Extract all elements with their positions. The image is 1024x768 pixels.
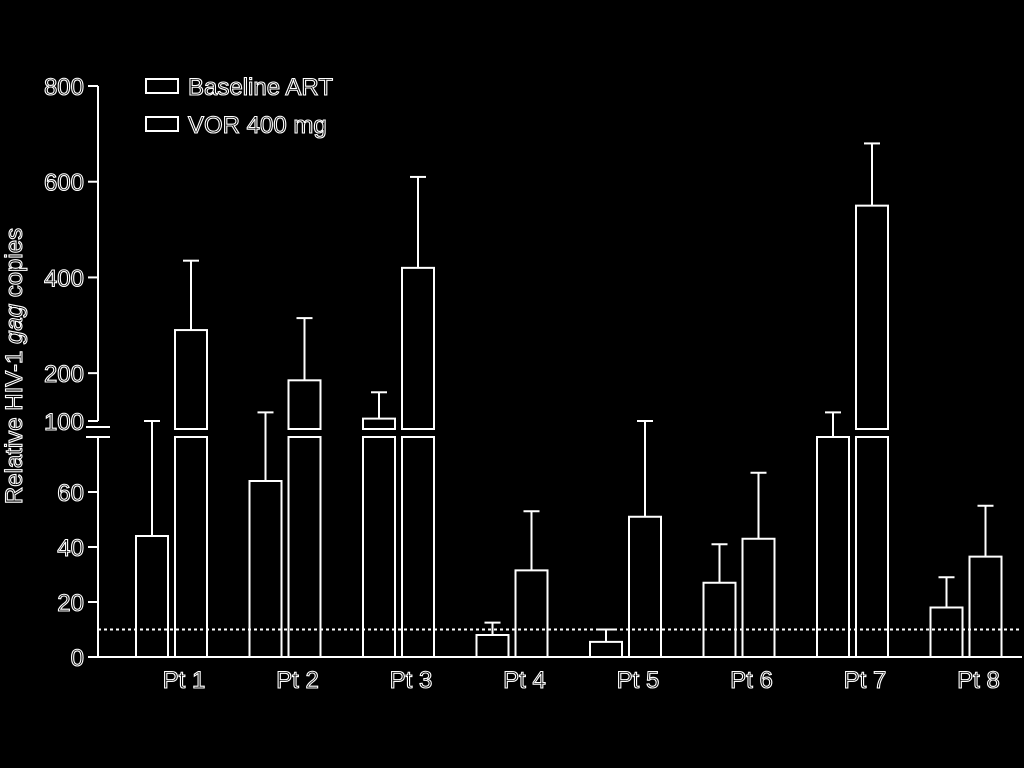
vor-bar	[628, 420, 662, 658]
bar-rect	[514, 569, 549, 658]
bars	[135, 142, 1003, 658]
x-tick-labels: Pt 1 Pt 2 Pt 3 Pt 4 Pt 5 Pt 6 Pt 7 Pt 8	[162, 666, 1000, 694]
x-tick-label: Pt 8	[957, 667, 1000, 694]
y-axis-label-italic: gag	[1, 303, 28, 344]
vor-bar	[968, 504, 1003, 658]
bar-group-pt-1	[135, 259, 208, 658]
x-tick-label: Pt 3	[390, 667, 433, 694]
bar-upper-segment	[287, 379, 322, 431]
bar-lower-segment	[287, 436, 322, 658]
baseline-bar	[362, 391, 396, 658]
y-tick-label: 800	[44, 74, 84, 101]
y-tick-label: 600	[44, 170, 84, 197]
legend: Baseline ART VOR 400 mg	[145, 73, 334, 140]
vor-bar	[855, 142, 889, 658]
baseline-bar	[135, 420, 169, 658]
legend-label: Baseline ART	[188, 74, 333, 101]
vor-bar	[174, 259, 208, 658]
bar-group-pt-7	[816, 142, 889, 658]
bar-upper-segment	[362, 417, 396, 431]
bar-rect	[741, 537, 776, 658]
bar-rect	[968, 555, 1003, 658]
x-tick-label: Pt 5	[617, 667, 660, 694]
x-tick-label: Pt 2	[276, 667, 319, 694]
x-tick-label: Pt 4	[503, 667, 546, 694]
bar-rect	[589, 640, 623, 658]
x-tick-label: Pt 1	[163, 667, 206, 694]
bar-rect	[135, 535, 169, 658]
vor-bar	[401, 175, 435, 658]
x-tick-label: Pt 6	[730, 667, 773, 694]
bar-lower-segment	[401, 436, 435, 658]
legend-label: VOR 400 mg	[188, 112, 327, 139]
bar-rect	[702, 581, 737, 658]
bar-group-pt-3	[362, 175, 435, 658]
y-axis-label: Relative HIV-1 gag copies	[1, 228, 28, 504]
legend-swatch	[145, 116, 179, 132]
baseline-bar	[929, 576, 964, 658]
y-tick-label: 200	[44, 361, 84, 388]
bar-lower-segment	[174, 436, 208, 658]
baseline-bar	[475, 621, 510, 658]
bar-rect	[628, 515, 662, 658]
y-tick-label: 40	[57, 535, 84, 562]
baseline-bar	[816, 411, 850, 658]
bar-rect	[475, 634, 510, 658]
baseline-bar	[248, 411, 283, 658]
y-tick-label: 100	[44, 409, 84, 436]
y-tick-label: 60	[57, 480, 84, 507]
vor-bar	[514, 510, 549, 658]
bar-rect	[816, 436, 850, 658]
bar-rect	[248, 480, 283, 658]
x-tick-label: Pt 7	[844, 667, 887, 694]
bar-rect	[929, 606, 964, 658]
bar-upper-segment	[174, 329, 208, 431]
y-tick-label: 0	[71, 645, 84, 672]
y-axis-label-suffix: copies	[1, 228, 28, 304]
y-axis-label-prefix: Relative HIV-1	[1, 344, 28, 504]
y-tick-label: 400	[44, 265, 84, 292]
bar-group-pt-6	[702, 471, 776, 658]
y-axis: 0 20 40 60 100 200 400 600 800	[43, 73, 1022, 673]
bar-lower-segment	[362, 436, 396, 658]
baseline-bar	[702, 543, 737, 658]
bar-upper-segment	[855, 204, 889, 430]
y-tick-label: 20	[57, 590, 84, 617]
legend-swatch	[145, 78, 179, 94]
bar-lower-segment	[855, 436, 889, 658]
bar-group-pt-5	[589, 420, 662, 658]
bar-upper-segment	[401, 266, 435, 430]
bar-group-pt-4	[475, 510, 549, 658]
baseline-bar	[589, 628, 623, 658]
bar-group-pt-2	[248, 317, 322, 658]
vor-bar	[287, 317, 322, 658]
bar-group-pt-8	[929, 504, 1003, 658]
